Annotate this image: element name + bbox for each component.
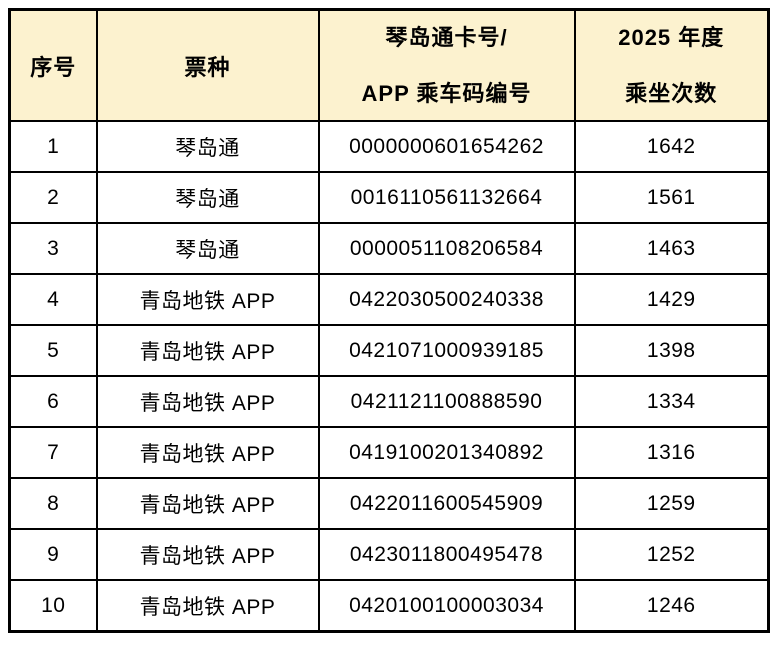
table-row: 8 青岛地铁 APP 0422011600545909 1259 xyxy=(8,477,770,530)
card-number-cell: 0422030500240338 xyxy=(317,273,576,326)
card-number-cell: 0421121100888590 xyxy=(317,375,576,428)
header-card-number-line2: APP 乘车码编号 xyxy=(361,80,532,106)
header-serial-label: 序号 xyxy=(30,54,77,80)
card-number-cell: 0420100100003034 xyxy=(317,579,576,633)
header-ride-count-line2: 乘坐次数 xyxy=(625,80,718,106)
serial-cell: 3 xyxy=(8,222,98,275)
card-number-cell: 0419100201340892 xyxy=(317,426,576,479)
header-row: 序号 票种 琴岛通卡号/ APP 乘车码编号 2025 年度 乘坐次数 xyxy=(8,8,770,122)
ride-count-cell: 1246 xyxy=(573,579,770,633)
table-row: 2 琴岛通 0016110561132664 1561 xyxy=(8,171,770,224)
serial-cell: 10 xyxy=(8,579,98,633)
ride-count-cell: 1561 xyxy=(573,171,770,224)
ride-count-cell: 1259 xyxy=(573,477,770,530)
ticket-type-cell: 青岛地铁 APP xyxy=(95,273,320,326)
ride-count-cell: 1252 xyxy=(573,528,770,581)
serial-cell: 7 xyxy=(8,426,98,479)
table-row: 3 琴岛通 0000051108206584 1463 xyxy=(8,222,770,275)
serial-cell: 1 xyxy=(8,120,98,173)
ticket-type-cell: 青岛地铁 APP xyxy=(95,324,320,377)
ride-count-cell: 1429 xyxy=(573,273,770,326)
table-row: 4 青岛地铁 APP 0422030500240338 1429 xyxy=(8,273,770,326)
card-number-cell: 0423011800495478 xyxy=(317,528,576,581)
ticket-type-cell: 琴岛通 xyxy=(95,120,320,173)
serial-cell: 9 xyxy=(8,528,98,581)
table-row: 6 青岛地铁 APP 0421121100888590 1334 xyxy=(8,375,770,428)
table-row: 7 青岛地铁 APP 0419100201340892 1316 xyxy=(8,426,770,479)
ticket-type-cell: 青岛地铁 APP xyxy=(95,528,320,581)
ticket-type-cell: 琴岛通 xyxy=(95,171,320,224)
header-card-number-label: 琴岛通卡号/ APP 乘车码编号 xyxy=(321,11,573,119)
card-number-cell: 0000000601654262 xyxy=(317,120,576,173)
header-ticket-type: 票种 xyxy=(95,8,320,122)
ticket-type-cell: 青岛地铁 APP xyxy=(95,477,320,530)
ticket-type-cell: 琴岛通 xyxy=(95,222,320,275)
table-row: 1 琴岛通 0000000601654262 1642 xyxy=(8,120,770,173)
serial-cell: 4 xyxy=(8,273,98,326)
ride-count-cell: 1398 xyxy=(573,324,770,377)
serial-cell: 6 xyxy=(8,375,98,428)
ride-count-cell: 1642 xyxy=(573,120,770,173)
header-card-number: 琴岛通卡号/ APP 乘车码编号 xyxy=(317,8,576,122)
card-number-cell: 0421071000939185 xyxy=(317,324,576,377)
table-row: 10 青岛地铁 APP 0420100100003034 1246 xyxy=(8,579,770,633)
ticket-type-cell: 青岛地铁 APP xyxy=(95,579,320,633)
card-number-cell: 0016110561132664 xyxy=(317,171,576,224)
header-serial: 序号 xyxy=(8,8,98,122)
serial-cell: 2 xyxy=(8,171,98,224)
ticket-type-cell: 青岛地铁 APP xyxy=(95,426,320,479)
card-number-cell: 0000051108206584 xyxy=(317,222,576,275)
header-ride-count: 2025 年度 乘坐次数 xyxy=(573,8,770,122)
ride-count-cell: 1316 xyxy=(573,426,770,479)
ride-ranking-table: 序号 票种 琴岛通卡号/ APP 乘车码编号 2025 年度 乘坐次数 xyxy=(8,8,770,633)
serial-cell: 8 xyxy=(8,477,98,530)
header-ride-count-label: 2025 年度 乘坐次数 xyxy=(577,11,767,119)
ride-count-cell: 1463 xyxy=(573,222,770,275)
header-ride-count-line1: 2025 年度 xyxy=(618,24,725,50)
table-row: 9 青岛地铁 APP 0423011800495478 1252 xyxy=(8,528,770,581)
table-row: 5 青岛地铁 APP 0421071000939185 1398 xyxy=(8,324,770,377)
header-ticket-type-label: 票种 xyxy=(184,54,231,80)
card-number-cell: 0422011600545909 xyxy=(317,477,576,530)
serial-cell: 5 xyxy=(8,324,98,377)
ticket-type-cell: 青岛地铁 APP xyxy=(95,375,320,428)
ride-count-cell: 1334 xyxy=(573,375,770,428)
header-card-number-line1: 琴岛通卡号/ xyxy=(385,24,508,50)
